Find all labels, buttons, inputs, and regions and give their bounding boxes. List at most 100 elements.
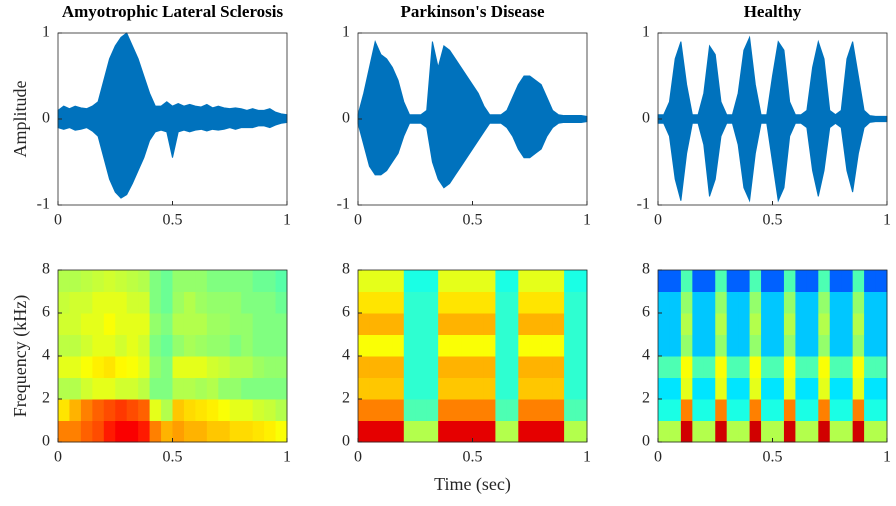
spectrogram-cell [761, 270, 773, 292]
x-tick-label: 0 [354, 449, 362, 466]
y-tick-label: 0 [42, 110, 50, 127]
spectrogram-cell [80, 334, 93, 357]
spectrogram-cell [875, 313, 888, 335]
spectrogram-cell [472, 399, 485, 421]
spectrogram-cell [438, 313, 451, 335]
spectrogram-cell [183, 313, 196, 335]
spectrogram-cell [472, 356, 485, 378]
spectrogram-cell [264, 334, 277, 357]
spectrogram-cell [829, 420, 842, 443]
spectrogram-cell [852, 399, 865, 421]
spectrogram-cell [369, 334, 382, 357]
spectrogram-cell [472, 334, 485, 357]
spectrogram-cell [415, 420, 428, 443]
spectrogram-cell [669, 291, 682, 314]
spectrogram-cell [715, 270, 728, 292]
spectrogram-cell [438, 399, 451, 421]
spectrogram-cell [92, 377, 105, 400]
spectrogram-cell [461, 356, 473, 378]
spectrogram-cell [506, 334, 519, 357]
y-tick-label: 0 [342, 110, 350, 127]
y-tick-label: 0 [642, 110, 650, 127]
spectrogram-cell [138, 356, 151, 378]
spectrogram-cell [380, 399, 393, 421]
x-tick-label: 0 [654, 449, 662, 466]
spectrogram-cell [749, 399, 762, 421]
spectrogram-cell [161, 420, 173, 443]
y-tick-label: 1 [342, 24, 350, 41]
spectrogram-cell [369, 399, 382, 421]
spectrogram-cell [703, 356, 716, 378]
spectrogram-cell [715, 313, 728, 335]
spectrogram-cell [264, 313, 277, 335]
spectrogram-cell [172, 399, 185, 421]
spectrogram-cell [726, 420, 739, 443]
spectrogram-cell [115, 377, 128, 400]
spectrogram-cell [241, 356, 254, 378]
spectrogram-cell [229, 377, 242, 400]
spectrogram-cell [783, 399, 796, 421]
spectrogram-cell [783, 334, 796, 357]
spectrogram-cell [506, 291, 519, 314]
spectrogram-cell [829, 356, 842, 378]
spectrogram-cell [149, 291, 162, 314]
spectrogram-cell [392, 399, 405, 421]
spectrogram-cell [806, 356, 819, 378]
y-tick-label: 6 [342, 304, 350, 321]
spectrogram-cell [392, 270, 405, 292]
spectrogram-cell [103, 399, 116, 421]
spectrogram-cell [264, 270, 277, 292]
spectrogram-cell [795, 420, 808, 443]
spectrogram-cell [829, 334, 842, 357]
spectrogram-cell [818, 377, 831, 400]
spectrogram-cell [483, 399, 496, 421]
spectrogram-cell [380, 313, 393, 335]
spectrogram-cell [172, 291, 185, 314]
spectrogram-cell [252, 420, 265, 443]
spectrogram-cell [241, 377, 254, 400]
y-axis-label: Frequency (kHz) [10, 295, 31, 417]
spectrogram-cell [575, 377, 588, 400]
spectrogram-cell [69, 270, 82, 292]
spectrogram-cell [449, 399, 462, 421]
spectrogram-cell [241, 313, 254, 335]
spectrogram-cell [715, 334, 728, 357]
spectrogram-cell [864, 291, 877, 314]
spectrogram-cell [703, 377, 716, 400]
spectrogram-cell [229, 313, 242, 335]
spectrogram-cell [783, 291, 796, 314]
spectrogram-cell [183, 356, 196, 378]
spectrogram-cell [195, 313, 208, 335]
spectrogram-cell [726, 377, 739, 400]
spectrogram-cell [852, 313, 865, 335]
spectrogram-cell [703, 270, 716, 292]
spectrogram-cell [138, 377, 151, 400]
spectrogram-cell [264, 377, 277, 400]
spectrogram-cell [783, 356, 796, 378]
spectrogram-cell [58, 420, 70, 443]
spectrogram-cell [669, 377, 682, 400]
spectrogram-cell [438, 291, 451, 314]
spectrogram-cell [415, 270, 428, 292]
spectrogram-cell [426, 420, 439, 443]
spectrogram-cell [252, 313, 265, 335]
spectrogram-cell [183, 270, 196, 292]
spectrogram-cell [115, 356, 128, 378]
x-tick-label: 1 [283, 449, 291, 466]
spectrogram-cell [218, 334, 231, 357]
spectrogram-cell [206, 377, 219, 400]
x-tick-label: 0 [654, 212, 662, 229]
spectrogram-cell [252, 356, 265, 378]
spectrogram-cell [703, 420, 716, 443]
spectrogram-cell [415, 291, 428, 314]
spectrogram-cell [149, 334, 162, 357]
spectrogram-cell [149, 377, 162, 400]
spectrogram-cell [761, 356, 773, 378]
spectrogram-cell [864, 334, 877, 357]
spectrogram-cell [749, 291, 762, 314]
spectrogram-cell [818, 420, 831, 443]
spectrogram-cell [483, 291, 496, 314]
spectrogram-cell [275, 313, 288, 335]
spectrogram-cell [183, 377, 196, 400]
spectrogram-cell [841, 270, 854, 292]
